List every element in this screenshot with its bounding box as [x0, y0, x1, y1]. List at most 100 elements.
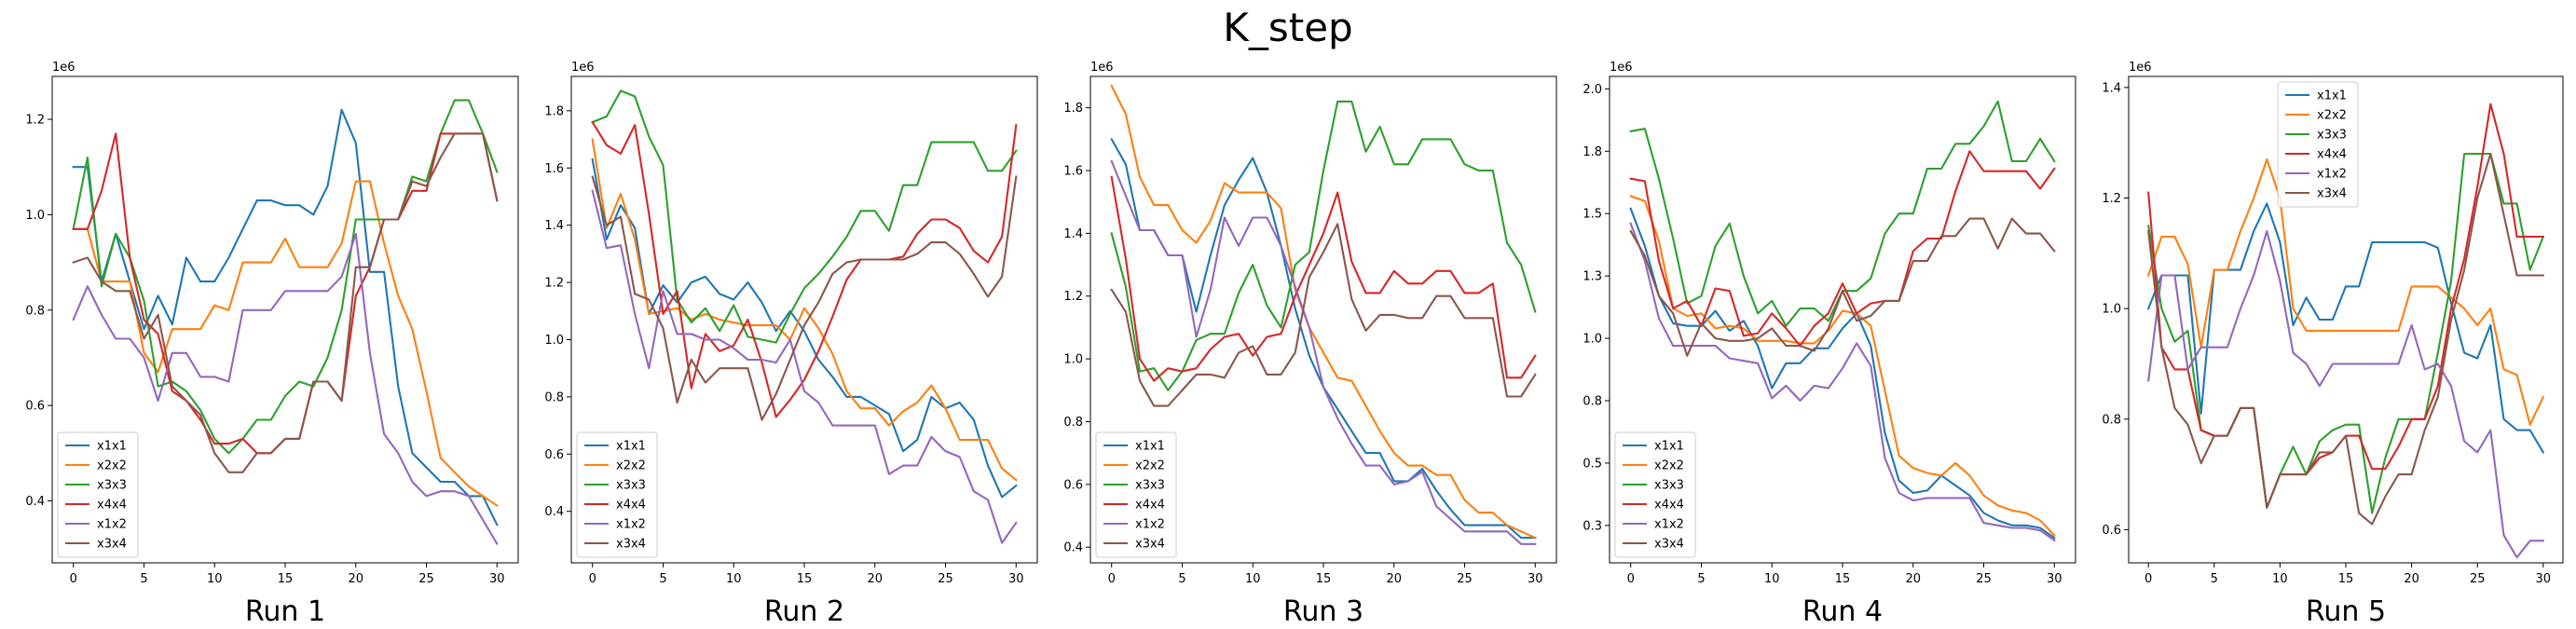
series-line-x4x4	[1110, 175, 1537, 382]
x-tick-label: 30	[2047, 572, 2062, 586]
y-tick-label: 1.4	[1063, 227, 1083, 241]
legend-label-x2x2: x2x2	[97, 459, 127, 473]
x-tick-label: 30	[1008, 572, 1024, 586]
legend-box	[2277, 81, 2359, 208]
x-tick-label: 10	[1764, 572, 1780, 586]
legend-label-x1x2: x1x2	[1654, 518, 1684, 532]
x-tick-label: 10	[726, 572, 742, 586]
y-tick-label: 1.3	[1583, 270, 1602, 284]
legend-label-x4x4: x4x4	[97, 499, 127, 513]
y-tick-label: 0.4	[25, 495, 45, 509]
legend-label-x3x3: x3x3	[1135, 479, 1165, 493]
y-axis-multiplier: 1e6	[52, 61, 75, 75]
x-tick-label: 15	[2338, 572, 2354, 586]
x-tick-label: 5	[1697, 572, 1705, 586]
x-tick-label: 25	[1457, 572, 1473, 586]
y-tick-label: 0.6	[1063, 478, 1083, 492]
x-tick-label: 15	[1316, 572, 1332, 586]
x-tick-label: 0	[589, 572, 596, 586]
x-tick-label: 10	[2272, 572, 2288, 586]
y-tick-label: 1.8	[1063, 102, 1083, 116]
legend-label-x3x3: x3x3	[97, 479, 127, 493]
y-tick-label: 0.8	[25, 304, 45, 318]
x-axis-label: Run 2	[764, 595, 844, 628]
figure-title: K_step	[1223, 5, 1352, 50]
series-line-x1x2	[591, 189, 1018, 544]
x-axis-label: Run 3	[1283, 595, 1363, 628]
x-tick-label: 30	[489, 572, 505, 586]
series-line-x4x4	[591, 120, 1018, 418]
series-line-x1x2	[72, 232, 499, 545]
series-line-x1x1	[72, 108, 499, 526]
y-tick-label: 0.6	[2102, 524, 2121, 538]
y-tick-label: 1.6	[1063, 165, 1083, 179]
legend-label-x4x4: x4x4	[1654, 499, 1684, 513]
legend-label-x1x2: x1x2	[616, 518, 646, 532]
x-tick-label: 20	[348, 572, 363, 586]
y-axis-multiplier: 1e6	[571, 61, 595, 75]
legend-label-x1x1: x1x1	[97, 440, 127, 454]
y-tick-label: 1.8	[544, 104, 564, 118]
series-lines	[72, 99, 499, 545]
x-tick-label: 25	[938, 572, 953, 586]
series-lines	[1629, 100, 2056, 542]
y-tick-label: 0.5	[1583, 457, 1602, 471]
legend-label-x3x3: x3x3	[2317, 129, 2347, 143]
series-line-x3x4	[72, 132, 499, 473]
series-lines	[591, 89, 1018, 544]
legend: x1x1 x2x2 x3x3 x4x4 x1x2 x3x4	[57, 431, 139, 558]
legend-label-x1x1: x1x1	[2317, 89, 2347, 103]
y-tick-label: 0.6	[25, 400, 45, 414]
series-line-x2x2	[1629, 195, 2056, 538]
y-tick-label: 2.0	[1583, 83, 1602, 97]
legend-label-x3x4: x3x4	[2317, 187, 2347, 201]
series-line-x3x4	[591, 175, 1018, 421]
x-tick-label: 20	[1386, 572, 1402, 586]
x-tick-label: 10	[1245, 572, 1261, 586]
x-tick-label: 20	[1905, 572, 1921, 586]
legend: x1x1 x2x2 x3x3 x4x4 x1x2 x3x4	[2277, 81, 2359, 208]
y-tick-label: 1.2	[1063, 290, 1083, 304]
series-line-x3x4	[1110, 223, 1537, 407]
legend-label-x2x2: x2x2	[616, 459, 646, 473]
series-line-x1x2	[1629, 222, 2056, 542]
legend-box	[1614, 431, 1696, 558]
y-tick-label: 0.4	[544, 505, 564, 519]
y-tick-label: 0.8	[1583, 395, 1602, 409]
legend-label-x4x4: x4x4	[616, 499, 646, 513]
x-tick-label: 5	[140, 572, 147, 586]
series-lines	[1110, 84, 1537, 545]
legend-label-x1x1: x1x1	[1135, 440, 1165, 454]
y-tick-label: 0.4	[1063, 541, 1083, 555]
y-axis-multiplier: 1e6	[1090, 61, 1114, 75]
legend-label-x4x4: x4x4	[2317, 148, 2347, 162]
legend: x1x1 x2x2 x3x3 x4x4 x1x2 x3x4	[1095, 431, 1177, 558]
subplot-run-3: 0 5 10 15 20 25 30 0.4 0.6 0.8 1.0 1.2 1.4 1.6 1.8 1e6 R…	[1063, 61, 1557, 628]
y-axis-multiplier: 1e6	[2129, 61, 2152, 75]
y-tick-label: 1.8	[1583, 145, 1602, 159]
legend-box	[57, 431, 139, 558]
y-tick-label: 1.0	[25, 209, 45, 223]
series-lines	[2146, 103, 2545, 559]
legend-label-x2x2: x2x2	[1654, 459, 1684, 473]
x-tick-label: 20	[2404, 572, 2419, 586]
y-tick-label: 1.0	[1063, 353, 1083, 367]
legend-label-x2x2: x2x2	[2317, 109, 2347, 123]
legend-label-x1x2: x1x2	[2317, 168, 2347, 182]
x-tick-label: 15	[1835, 572, 1851, 586]
legend-label-x3x4: x3x4	[97, 538, 127, 552]
series-line-x2x2	[2146, 157, 2545, 426]
legend: x1x1 x2x2 x3x3 x4x4 x1x2 x3x4	[576, 431, 658, 558]
legend-label-x3x4: x3x4	[1654, 538, 1684, 552]
legend-label-x1x2: x1x2	[97, 518, 127, 532]
y-tick-label: 0.3	[1583, 519, 1602, 533]
y-tick-label: 1.0	[2102, 303, 2121, 317]
series-line-x2x2	[72, 180, 499, 508]
x-tick-label: 5	[1178, 572, 1185, 586]
y-tick-label: 1.2	[25, 114, 45, 128]
x-tick-label: 0	[70, 572, 77, 586]
y-tick-label: 0.8	[2102, 413, 2121, 427]
